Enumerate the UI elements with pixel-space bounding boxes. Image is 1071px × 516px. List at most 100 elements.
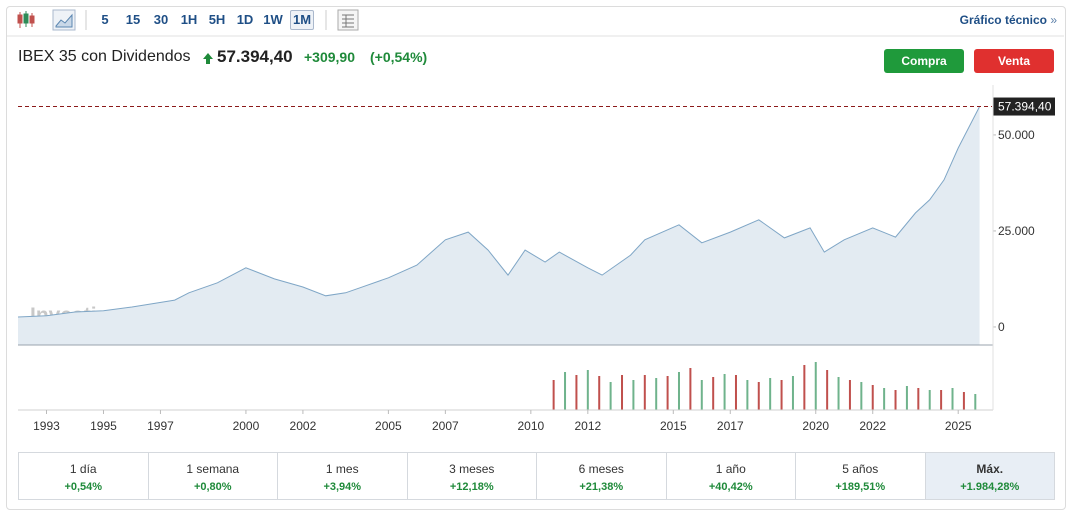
last-value-label: 57.394,40	[998, 100, 1052, 114]
volume-bar	[791, 376, 794, 410]
volume-bar	[769, 378, 772, 410]
period-cell[interactable]: Máx. +1.984,28%	[924, 452, 1055, 500]
period-cell[interactable]: 1 año +40,42%	[665, 452, 796, 500]
volume-bar	[712, 377, 715, 410]
x-tick-label: 2007	[432, 419, 459, 433]
x-tick-label: 2005	[375, 419, 402, 433]
interval[interactable]: 15	[125, 12, 141, 27]
volume-bar	[974, 394, 977, 410]
period-change: +40,42%	[708, 481, 753, 493]
volume-bar	[826, 370, 829, 410]
volume-bar	[598, 376, 601, 410]
volume-bar	[746, 380, 749, 410]
volume-bar	[803, 365, 806, 410]
interval[interactable]: 1D	[236, 12, 254, 27]
change: +309,90	[304, 49, 355, 65]
volume-bar	[860, 382, 863, 410]
period-change: +0,54%	[64, 481, 103, 493]
period-label: 1 año	[715, 462, 746, 476]
volume-bar	[666, 376, 669, 410]
area-line	[17, 106, 981, 318]
y-tick-label: 0	[998, 320, 1005, 334]
period-cell[interactable]: 3 meses +12,18%	[406, 452, 537, 500]
period-cell[interactable]: 1 semana +0,80%	[147, 452, 278, 500]
period-label: 3 meses	[449, 462, 495, 476]
x-tick-label: 1995	[90, 419, 117, 433]
period-change: +0,80%	[193, 481, 232, 493]
period-label: 5 años	[842, 462, 879, 476]
volume-bar	[575, 375, 578, 410]
volume-bar	[689, 368, 692, 410]
volume-bar	[837, 377, 840, 410]
volume-bar	[962, 392, 965, 410]
link-text[interactable]: Gráfico técnico	[959, 13, 1047, 27]
x-tick-label: 2022	[859, 419, 886, 433]
price: 57.394,40	[217, 47, 293, 66]
volume-bar	[700, 380, 703, 410]
volume-bar	[621, 375, 624, 410]
period-cell[interactable]: 1 día +0,54%	[18, 452, 149, 500]
interval[interactable]: 1H	[180, 12, 198, 27]
y-tick-label: 25.000	[998, 224, 1035, 238]
interval[interactable]: 5H	[208, 12, 226, 27]
volume-bar	[951, 388, 954, 410]
volume-bar	[940, 390, 943, 410]
area-fill	[18, 106, 980, 345]
volume-bar	[928, 390, 931, 410]
x-tick-label: 1997	[147, 419, 174, 433]
technical-link[interactable]: Gráfico técnico »	[960, 13, 1057, 27]
x-tick-label: 2010	[517, 419, 544, 433]
instrument-name: IBEX 35 con Dividendos	[18, 48, 191, 65]
sell-button[interactable]: Venta	[974, 49, 1054, 73]
volume-bar	[905, 386, 908, 410]
candle-icon[interactable]	[17, 11, 35, 28]
toolbar-icons	[7, 9, 1064, 64]
last-value-box	[993, 97, 1055, 116]
period-change: +1.984,28%	[960, 481, 1020, 493]
interval[interactable]: 1W	[263, 12, 283, 27]
volume-bar	[723, 374, 726, 410]
period-label: Máx.	[976, 462, 1004, 476]
interval[interactable]: 1M	[290, 10, 314, 30]
period-cell[interactable]: 1 mes +3,94%	[277, 452, 408, 500]
volume-bar	[677, 372, 680, 410]
volume-bar	[894, 390, 897, 410]
period-change: +189,51%	[835, 481, 886, 493]
period-change: +12,18%	[449, 481, 494, 493]
volume-bar	[643, 375, 646, 410]
volume-bar	[883, 388, 886, 410]
area-icon-shape	[55, 13, 73, 28]
x-tick-label: 2000	[233, 419, 260, 433]
volume-bar	[757, 382, 760, 410]
volume-bar	[632, 380, 635, 410]
link-arrow[interactable]: »	[1050, 13, 1057, 27]
volume-bar	[734, 375, 737, 410]
up-arrow	[203, 53, 213, 64]
volume-bar	[609, 382, 612, 410]
interval[interactable]: 5	[101, 12, 109, 27]
x-tick-label: 2025	[945, 419, 972, 433]
volume-bar	[655, 378, 658, 410]
period-cell[interactable]: 5 años +189,51%	[795, 452, 926, 500]
period-label: 1 día	[69, 462, 97, 476]
x-tick-label: 2012	[574, 419, 601, 433]
period-change: +21,38%	[579, 481, 624, 493]
volume-bar	[780, 380, 783, 410]
period-label: 6 meses	[578, 462, 624, 476]
volume-bar	[848, 380, 851, 410]
x-tick-label: 1993	[33, 419, 60, 433]
period-label: 1 semana	[186, 462, 240, 476]
period-cell[interactable]: 6 meses +21,38%	[536, 452, 667, 500]
x-tick-label: 2002	[290, 419, 317, 433]
card	[6, 6, 1066, 510]
volume-bar	[552, 380, 555, 410]
volume-bar	[871, 385, 874, 410]
volume-bar	[586, 370, 589, 410]
interval[interactable]: 30	[153, 12, 169, 27]
table-icon-lines	[342, 14, 354, 28]
change-pct: (+0,54%)	[370, 49, 428, 65]
buy-button[interactable]: Compra	[884, 49, 964, 73]
x-tick-label: 2020	[802, 419, 829, 433]
